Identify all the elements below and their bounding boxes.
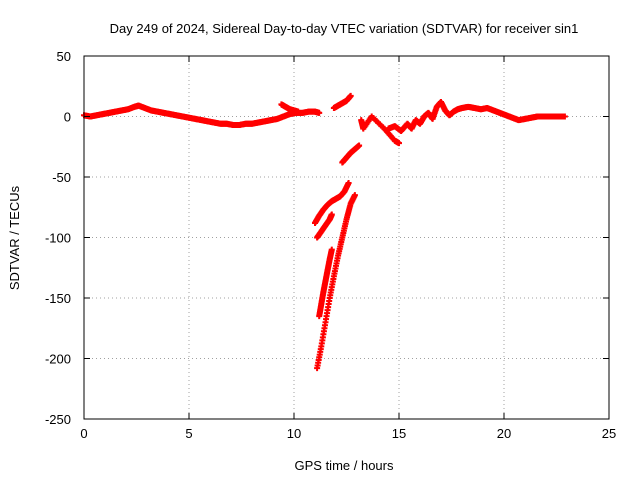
chart-title: Day 249 of 2024, Sidereal Day-to-day VTE… [110,21,579,36]
data-points [81,92,568,372]
series-steep-track-4 [314,211,335,241]
x-axis-label: GPS time / hours [295,458,394,473]
series-baseline [81,102,323,128]
series-mid-track [339,142,363,166]
series-steep-track-1 [314,192,358,372]
data-point [356,142,363,149]
series-steep-track-3 [312,180,352,226]
y-tick-label: -150 [45,291,71,306]
y-tick-label: -50 [52,170,71,185]
y-axis-label: SDTVAR / TECUs [7,185,22,290]
data-point [316,109,323,116]
x-tick-label: 25 [602,426,616,441]
y-tick-label: -100 [45,231,71,246]
y-tick-label: -250 [45,412,71,427]
data-point [345,180,352,187]
x-tick-label: 5 [185,426,192,441]
series-isolated [358,113,402,147]
data-point [561,113,568,120]
data-point [351,192,358,199]
x-tick-label: 10 [287,426,301,441]
y-tick-label: 0 [64,110,71,125]
x-tick-label: 0 [80,426,87,441]
data-point [295,108,302,115]
data-point [328,211,335,218]
series-rising-track [330,92,354,112]
series-short-track [278,101,302,115]
data-point [396,140,402,147]
axis-ticks: 0 5 10 15 20 25 50 0 -50 -100 -150 -200 -250 [45,49,616,441]
data-point [347,92,354,99]
y-tick-label: -200 [45,352,71,367]
data-point [328,246,335,253]
series-steep-track-2 [316,246,335,320]
x-tick-label: 20 [497,426,511,441]
series-cluster [385,98,568,135]
x-tick-label: 15 [392,426,406,441]
y-tick-label: 50 [57,49,71,64]
